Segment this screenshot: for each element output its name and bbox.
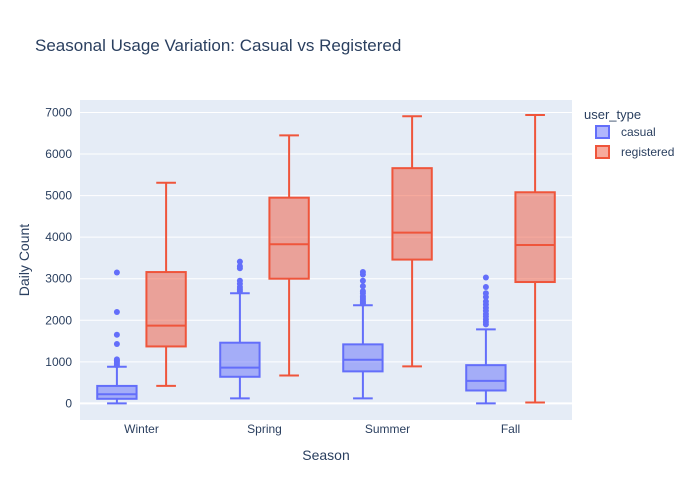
legend-label-casual: casual <box>621 125 656 139</box>
x-tick-label: Fall <box>501 422 520 436</box>
iqr-box <box>96 384 138 400</box>
outlier-point <box>113 340 120 347</box>
y-tick-label: 5000 <box>45 189 72 203</box>
iqr-box <box>145 271 187 348</box>
outlier-point <box>113 356 120 363</box>
casual-box-winter <box>96 269 138 405</box>
legend-swatch-casual <box>595 125 610 139</box>
x-axis-title: Season <box>302 447 349 463</box>
registered-box-fall <box>514 113 556 404</box>
casual-box-spring <box>219 258 261 400</box>
legend-swatch-registered <box>595 145 610 159</box>
outlier-point <box>482 290 489 297</box>
casual-box-summer <box>342 269 384 400</box>
y-axis-title: Daily Count <box>16 224 32 296</box>
plot-area: 0 1000 2000 3000 4000 5000 6000 7000 Winter Sprin… <box>45 100 572 436</box>
registered-box-spring <box>268 134 310 377</box>
y-tick-label: 2000 <box>45 313 72 327</box>
y-tick-label: 7000 <box>45 105 72 119</box>
outlier-point <box>113 269 120 276</box>
outlier-point <box>482 274 489 281</box>
registered-box-summer <box>391 115 433 368</box>
iqr-box <box>465 364 507 392</box>
outlier-point <box>359 288 366 295</box>
outlier-point <box>482 284 489 291</box>
outlier-point <box>113 331 120 338</box>
y-tick-label: 1000 <box>45 355 72 369</box>
y-tick-label: 3000 <box>45 272 72 286</box>
outlier-point <box>113 308 120 315</box>
iqr-box <box>514 191 556 284</box>
iqr-box <box>342 343 384 373</box>
outlier-point <box>359 269 366 276</box>
outlier-point <box>236 258 243 265</box>
x-tick-label: Spring <box>247 422 282 436</box>
y-tick-label: 4000 <box>45 230 72 244</box>
y-tick-label: 6000 <box>45 147 72 161</box>
casual-box-fall <box>465 274 507 405</box>
legend-label-registered: registered <box>621 145 674 159</box>
legend: user_type casual registered <box>584 107 674 159</box>
iqr-box <box>268 196 310 280</box>
x-tick-label: Winter <box>124 422 159 436</box>
iqr-box <box>391 167 433 261</box>
chart-title: Seasonal Usage Variation: Casual vs Regi… <box>35 36 401 55</box>
outlier-point <box>359 283 366 290</box>
registered-box-winter <box>145 181 187 387</box>
outlier-point <box>236 277 243 284</box>
outlier-point <box>482 298 489 305</box>
outlier-point <box>236 263 243 270</box>
outlier-point <box>359 277 366 284</box>
y-tick-label: 0 <box>65 396 72 410</box>
x-tick-label: Summer <box>365 422 410 436</box>
iqr-box <box>219 341 261 378</box>
legend-title: user_type <box>584 107 641 122</box>
